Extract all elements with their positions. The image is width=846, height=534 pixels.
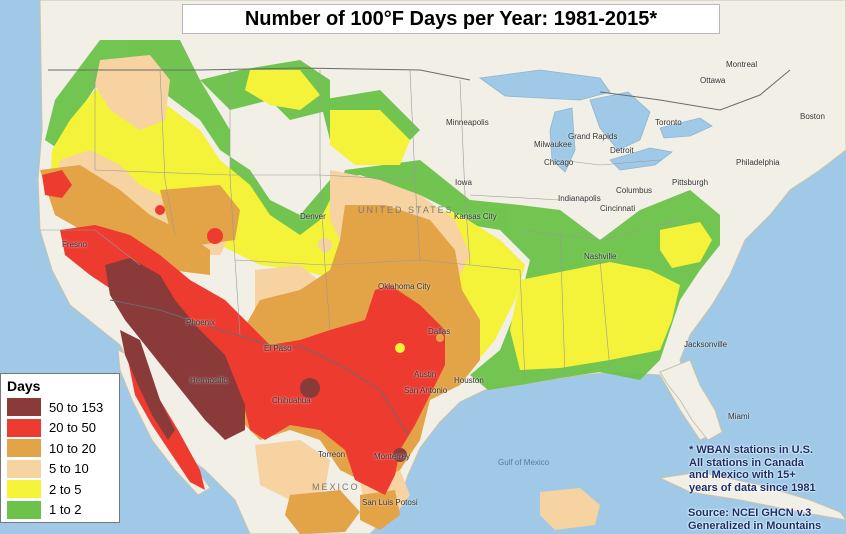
city-fresno: Fresno xyxy=(62,240,87,249)
city-chihuahua: Chihuahua xyxy=(272,396,311,405)
great-lakes xyxy=(478,69,713,173)
legend-swatch xyxy=(7,439,41,458)
city-boston: Boston xyxy=(800,112,825,121)
legend-label: 5 to 10 xyxy=(49,461,89,477)
city-detroit: Detroit xyxy=(610,146,634,155)
city-iowa: Iowa xyxy=(455,178,472,187)
city-oklahoma-city: Oklahoma City xyxy=(378,282,431,291)
city-austin: Austin xyxy=(414,370,437,379)
legend-label: 20 to 50 xyxy=(49,420,96,436)
legend: Days 50 to 153 20 to 50 10 to 20 5 to 10… xyxy=(0,373,120,523)
legend-swatch xyxy=(7,418,41,437)
map-title-box: Number of 100°F Days per Year: 1981-2015… xyxy=(182,4,720,34)
footnote-line: and Mexico with 15+ xyxy=(689,469,796,481)
local-spots xyxy=(49,175,444,353)
footnote: * WBAN stations in U.S. All stations in … xyxy=(689,444,844,494)
city-montreal: Montreal xyxy=(726,60,758,69)
city-toronto: Toronto xyxy=(655,118,682,127)
legend-swatch xyxy=(7,480,41,499)
legend-item: 50 to 153 xyxy=(7,397,119,418)
label-mexico: MEXICO xyxy=(312,482,360,492)
legend-item: 5 to 10 xyxy=(7,459,119,480)
country-borders xyxy=(48,67,791,436)
city-kansas-city: Kansas City xyxy=(454,212,497,221)
city-nashville: Nashville xyxy=(584,252,617,261)
city-minneapolis: Minneapolis xyxy=(446,118,489,127)
city-el-paso: El Paso xyxy=(264,344,292,353)
zone-50-to-153 xyxy=(105,258,407,462)
legend-item: 1 to 2 xyxy=(7,500,119,521)
legend-label: 50 to 153 xyxy=(49,399,104,415)
city-san-luis-potosi: San Luis Potosi xyxy=(362,498,418,507)
city-phoenix: Phoenix xyxy=(186,318,215,327)
city-dallas: Dallas xyxy=(428,327,451,336)
city-miami: Miami xyxy=(728,412,750,421)
footnote-line: All stations in Canada xyxy=(689,456,804,469)
source-line: Source: NCEI GHCN v.3 xyxy=(688,507,812,519)
map-title: Number of 100°F Days per Year: 1981-2015… xyxy=(244,7,658,30)
city-hermosillo: Hermosillo xyxy=(190,376,228,385)
city-ottawa: Ottawa xyxy=(700,76,726,85)
label-united-states: UNITED STATES xyxy=(358,205,454,215)
legend-title: Days xyxy=(7,378,41,394)
florida xyxy=(659,359,723,441)
city-denver: Denver xyxy=(300,212,326,221)
legend-item: 20 to 50 xyxy=(7,418,119,439)
city-san-antonio: San Antonio xyxy=(404,386,448,395)
legend-item: 2 to 5 xyxy=(7,479,119,500)
city-milwaukee: Milwaukee xyxy=(534,140,572,149)
cuba xyxy=(658,471,846,521)
legend-label: 10 to 20 xyxy=(49,440,96,456)
footnote-line: years of data since 1981 xyxy=(689,481,816,494)
source-note: Source: NCEI GHCN v.3 Generalized in Mou… xyxy=(688,507,844,532)
city-monterrey: Monterrey xyxy=(374,452,411,461)
city-indianapolis: Indianapolis xyxy=(558,194,601,203)
city-columbus: Columbus xyxy=(616,186,653,195)
city-cincinnati: Cincinnati xyxy=(600,204,636,213)
state-borders xyxy=(40,69,681,381)
legend-swatch xyxy=(7,459,41,478)
city-houston: Houston xyxy=(454,376,484,385)
legend-swatch xyxy=(7,500,41,519)
city-jacksonville: Jacksonville xyxy=(684,340,728,349)
city-grand-rapids: Grand Rapids xyxy=(568,132,618,141)
city-torreon: Torreon xyxy=(318,450,346,459)
footnote-line: * WBAN stations in U.S. xyxy=(689,444,814,456)
legend-label: 2 to 5 xyxy=(49,481,82,497)
city-philadelphia: Philadelphia xyxy=(736,158,780,167)
legend-label: 1 to 2 xyxy=(49,502,82,518)
source-line: Generalized in Mountains xyxy=(688,519,822,532)
legend-swatch xyxy=(7,398,41,417)
city-chicago: Chicago xyxy=(544,158,574,167)
legend-item: 10 to 20 xyxy=(7,438,119,459)
city-pittsburgh: Pittsburgh xyxy=(672,178,709,187)
label-gulf-of-mexico: Gulf of Mexico xyxy=(498,458,550,467)
